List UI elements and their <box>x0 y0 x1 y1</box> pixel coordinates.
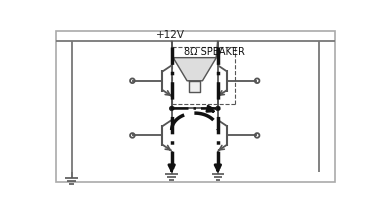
Circle shape <box>216 107 220 110</box>
Text: +12V: +12V <box>156 30 185 40</box>
Circle shape <box>170 107 174 110</box>
Polygon shape <box>173 58 216 81</box>
Text: 8Ω SPEAKER: 8Ω SPEAKER <box>184 47 244 57</box>
Polygon shape <box>189 81 200 92</box>
